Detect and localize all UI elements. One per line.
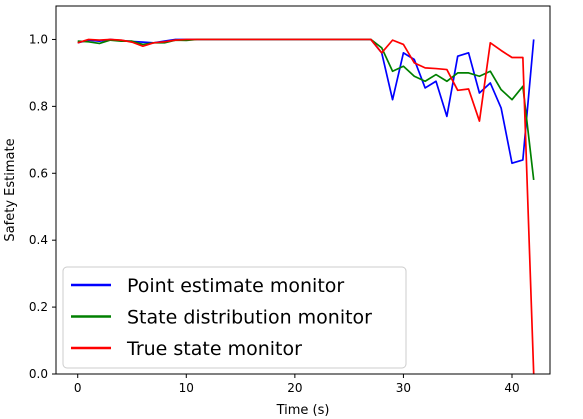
x-tick-label: 10 xyxy=(179,381,194,395)
legend-box xyxy=(62,266,407,369)
y-tick-label: 0.2 xyxy=(29,300,48,314)
x-axis-label: Time (s) xyxy=(276,403,330,418)
y-tick-label: 0.8 xyxy=(29,99,48,113)
x-tick-label: 30 xyxy=(396,381,411,395)
y-tick-label: 0.0 xyxy=(29,367,48,381)
y-tick-label: 0.6 xyxy=(29,166,48,180)
legend-label-true-state-monitor: True state monitor xyxy=(126,338,302,360)
ticks-layer: 0 10 20 30 40 0.0 0.2 0.4 0.6 0.8 1.0 xyxy=(29,32,520,395)
y-tick-label: 1.0 xyxy=(29,32,48,46)
legend: Point estimate monitor State distribution… xyxy=(62,266,407,369)
plot-frame xyxy=(55,5,551,375)
legend-label-point-estimate-monitor: Point estimate monitor xyxy=(127,275,344,297)
y-tick-label: 0.4 xyxy=(29,233,48,247)
legend-label-state-distribution-monitor: State distribution monitor xyxy=(127,307,372,329)
legend-entries: Point estimate monitor State distribution… xyxy=(71,275,372,360)
series-line-true-state-monitor xyxy=(77,38,535,374)
x-tick-label: 20 xyxy=(287,381,302,395)
x-tick-label: 0 xyxy=(74,381,82,395)
x-tick-label: 40 xyxy=(504,381,519,395)
series-lines-layer xyxy=(77,38,535,374)
y-axis-label: Safety Estimate xyxy=(3,138,18,241)
